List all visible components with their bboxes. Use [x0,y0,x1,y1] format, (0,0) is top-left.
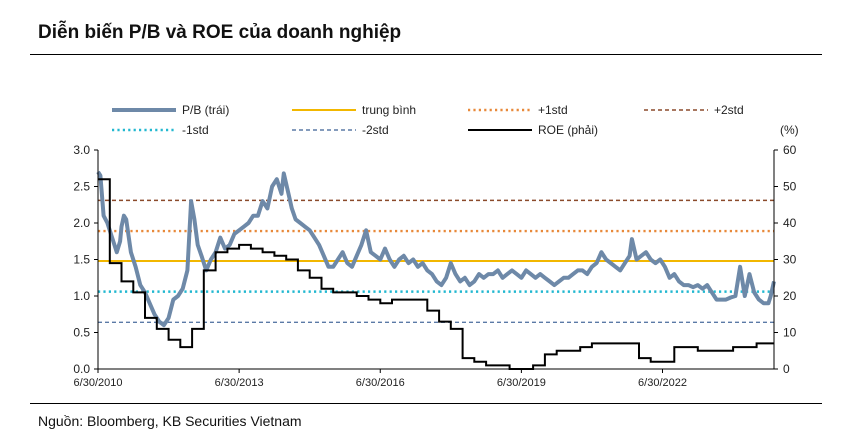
y-right-tick-label: 30 [783,253,797,267]
y-left-tick-label: 1.5 [73,253,90,267]
y-left-tick-label: 3.0 [73,143,90,157]
x-tick-label: 6/30/2016 [356,377,405,389]
axes: 0.0 0.5 1.0 1.5 2.0 2.5 3.0 0 10 20 30 40 50 60 (%) 6/3… [73,123,798,389]
title-divider [30,54,822,55]
x-tick-label: 6/30/2022 [638,377,687,389]
legend-label-roe: ROE (phải) [538,123,598,137]
y-right-tick-label: 40 [783,216,797,230]
legend: P/B (trái) trung bình +1std +2std -1std -2std… [112,103,744,137]
x-tick-label: 6/30/2013 [215,377,264,389]
legend-label-p2: +2std [714,103,744,117]
y-right-tick-label: 60 [783,143,797,157]
y-left-tick-label: 2.0 [73,216,90,230]
y-left-tick-label: 0.5 [73,326,90,340]
source-note: Nguồn: Bloomberg, KB Securities Vietnam [38,413,302,429]
legend-label-p1: +1std [538,103,568,117]
x-tick-label: 6/30/2010 [74,377,123,389]
legend-label-mean: trung bình [362,103,416,117]
y-left-tick-label: 1.0 [73,289,90,303]
series-roe [98,178,774,370]
legend-label-pb: P/B (trái) [182,103,229,117]
legend-label-m2: -2std [362,123,389,137]
x-tick-label: 6/30/2019 [497,377,546,389]
y-right-unit: (%) [780,123,799,137]
legend-label-m1: -1std [182,123,209,137]
y-right-tick-label: 20 [783,289,797,303]
y-right-tick-label: 0 [783,362,790,376]
y-right-tick-label: 50 [783,180,797,194]
y-right-tick-label: 10 [783,326,797,340]
footer-divider [30,403,822,404]
y-left-tick-label: 2.5 [73,180,90,194]
std-bands [98,199,774,323]
page-title: Diễn biến P/B và ROE của doanh nghiệp [38,22,402,43]
y-left-tick-label: 0.0 [73,362,90,376]
series [96,170,776,370]
series-pb [96,170,776,328]
